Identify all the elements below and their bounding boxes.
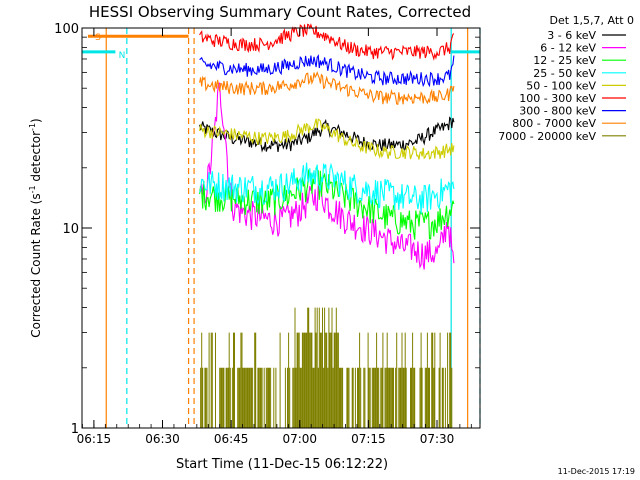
x-tick-label: 06:15: [77, 432, 112, 446]
y-axis-label-end: ): [29, 118, 43, 123]
series-6-12-kev: [199, 82, 455, 270]
x-tick-label: 06:30: [145, 432, 180, 446]
legend-label-6-12-kev: 6 - 12 keV: [540, 42, 596, 55]
chart-title: HESSI Observing Summary Count Rates, Cor…: [89, 3, 471, 21]
legend-label-7000-20000-kev: 7000 - 20000 keV: [498, 130, 596, 143]
y-axis-label: Corrected Count Rate (s-1 detector-1): [28, 118, 43, 337]
x-tick-label: 06:45: [214, 432, 249, 446]
flag-label-s: S: [95, 33, 101, 43]
series-100-300-kev: [199, 23, 455, 61]
y-axis-label-mid: detector: [29, 131, 43, 186]
y-tick-label: 100: [54, 22, 79, 37]
y-tick-label: 10: [62, 222, 79, 237]
series-7000-20000-kev: [200, 307, 453, 428]
flag-label-n: N: [119, 51, 126, 61]
series-50-100-kev: [199, 118, 455, 160]
series-line: [199, 118, 455, 160]
legend-label-25-50-kev: 25 - 50 keV: [533, 67, 596, 80]
legend-label-100-300-kev: 100 - 300 keV: [519, 92, 596, 105]
observing-flag-bars: SN: [82, 33, 480, 61]
y-axis-label-sup2: -1: [28, 123, 37, 131]
y-axis-label-main: Corrected Count Rate (s: [29, 193, 43, 337]
series-group: [199, 23, 455, 428]
x-axis: 06:15 06:30 06:45 07:00 07:15 07:30: [77, 28, 472, 446]
series-300-800-kev: [199, 54, 455, 88]
series-line: [200, 307, 453, 428]
legend-label-12-25-kev: 12 - 25 keV: [533, 54, 596, 67]
legend-label-800-7000-kev: 800 - 7000 keV: [512, 117, 596, 130]
x-tick-label: 07:00: [282, 432, 317, 446]
legend-label-3-6-kev: 3 - 6 keV: [547, 29, 596, 42]
series-line: [199, 23, 455, 61]
series-800-7000-kev: [199, 70, 455, 106]
y-tick-label: 1: [71, 422, 79, 437]
y-axis: 1 10 100: [54, 22, 480, 437]
legend-label-50-100-kev: 50 - 100 keV: [526, 79, 596, 92]
series-line: [199, 82, 455, 270]
series-25-50-kev: [199, 162, 455, 214]
legend-header: Det 1,5,7, Att 0: [550, 14, 634, 27]
x-tick-label: 07:30: [420, 432, 455, 446]
x-tick-label: 07:15: [351, 432, 386, 446]
x-axis-label: Start Time (11-Dec-15 06:12:22): [176, 457, 388, 472]
legend-label-300-800-kev: 300 - 800 keV: [519, 105, 596, 118]
timestamp: 11-Dec-2015 17:19: [558, 467, 635, 476]
series-line: [199, 54, 455, 88]
series-line: [199, 162, 455, 214]
series-line: [199, 70, 455, 106]
y-axis-label-sup1: -1: [28, 185, 37, 193]
